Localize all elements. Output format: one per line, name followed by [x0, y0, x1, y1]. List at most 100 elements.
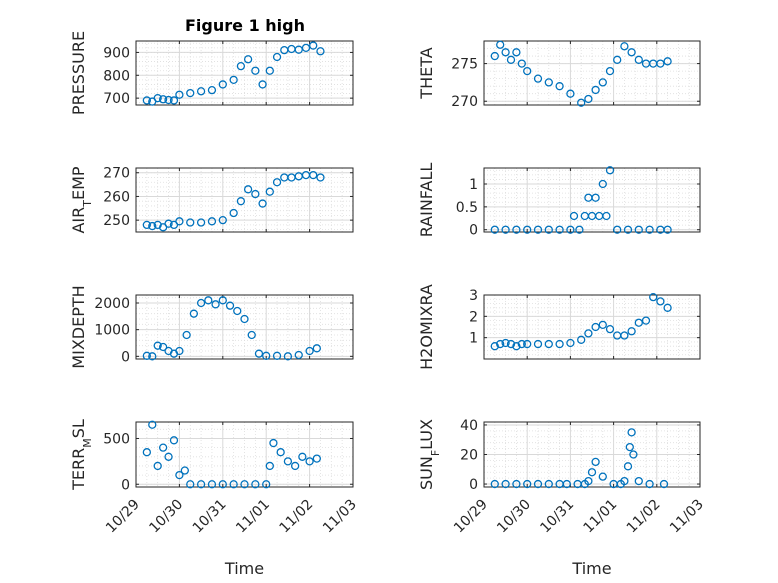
data-point	[153, 461, 162, 471]
data-point	[175, 470, 184, 480]
data-point	[142, 220, 152, 230]
data-point	[236, 197, 246, 206]
y-tick-label: 500	[103, 431, 130, 447]
data-point	[148, 221, 157, 231]
y-axis-label: PRESSURE	[69, 31, 88, 115]
data-point	[169, 96, 179, 105]
axes-box	[483, 40, 701, 106]
y-axis-label: AIRTEMP	[69, 166, 94, 233]
data-point	[641, 316, 651, 325]
y-tick-label: 260	[103, 189, 130, 205]
y-tick-label: 0	[469, 223, 478, 239]
figure-title: Figure 1 high	[185, 16, 305, 35]
y-tick-label: 3	[469, 288, 478, 304]
x-tick-label: 10/29	[103, 497, 143, 537]
data-point	[506, 339, 516, 349]
data-point	[629, 450, 638, 459]
data-point	[512, 225, 521, 234]
data-point	[148, 420, 157, 429]
data-point	[523, 225, 532, 234]
data-point	[276, 448, 285, 457]
data-point	[269, 438, 278, 448]
data-point	[625, 442, 634, 452]
data-point	[634, 318, 643, 327]
y-axis-label: MIXDEPTH	[69, 285, 88, 368]
axes-box	[483, 294, 701, 360]
data-point	[620, 331, 629, 340]
data-point	[663, 303, 672, 312]
data-point	[225, 301, 235, 310]
data-point	[544, 339, 553, 349]
y-axis-label: RAINFALL	[417, 163, 436, 238]
y-tick-label: 0	[469, 477, 478, 493]
data-point	[544, 479, 553, 489]
data-point	[316, 47, 325, 56]
data-point	[598, 78, 607, 87]
data-point	[204, 296, 213, 305]
data-point	[229, 208, 238, 218]
data-point	[258, 80, 267, 89]
data-point	[634, 476, 643, 486]
y-tick-label: 700	[103, 91, 130, 107]
axes-h2omixra: 1 2 3 H2OMIXRA	[417, 284, 701, 370]
axes-pressure: 700 800 900 PRESSURE	[69, 31, 354, 115]
data-point	[169, 436, 179, 445]
data-point	[243, 55, 253, 64]
data-point	[196, 87, 206, 96]
plot-area	[136, 295, 353, 359]
axes-box	[135, 421, 354, 488]
data-point	[243, 185, 253, 194]
data-point	[218, 296, 227, 305]
data-point	[512, 48, 521, 57]
data-point	[272, 178, 282, 187]
data-point	[555, 339, 564, 349]
data-point	[309, 170, 318, 180]
data-point	[189, 309, 199, 318]
data-point	[566, 338, 575, 348]
data-point	[265, 461, 274, 471]
data-point	[298, 452, 307, 461]
data-point	[605, 166, 615, 175]
data-point	[634, 225, 643, 234]
data-point	[158, 95, 168, 104]
data-point	[229, 480, 238, 489]
data-point	[627, 428, 636, 437]
x-tick-label: 10/31	[190, 497, 230, 537]
data-point	[272, 52, 282, 62]
data-point	[598, 179, 607, 189]
data-point	[186, 480, 195, 489]
y-axis-label: TERRMSL	[69, 419, 94, 491]
data-point	[182, 330, 191, 340]
data-point	[251, 66, 260, 75]
data-point	[512, 479, 521, 489]
data-point	[569, 211, 579, 221]
data-point	[620, 476, 629, 486]
data-point	[301, 43, 311, 53]
y-tick-label: 0	[121, 477, 130, 493]
data-point	[196, 218, 206, 227]
data-point	[258, 199, 267, 208]
x-tick-label: 10/30	[146, 497, 186, 537]
data-point	[164, 95, 173, 105]
data-point	[272, 351, 282, 360]
x-tick-label: 10/31	[537, 497, 577, 537]
data-point	[584, 94, 593, 104]
axes-box	[135, 167, 354, 233]
axes-sun-flux: 0 20 40 SUNFLUX 10/29 10/30 10/31 11/01 11/02 11/…	[417, 418, 707, 578]
data-point	[584, 329, 593, 338]
data-point	[490, 51, 499, 61]
y-tick-label: 270	[103, 166, 130, 182]
data-point	[517, 59, 526, 68]
data-point	[501, 225, 510, 234]
y-tick-label: 0	[121, 349, 130, 365]
y-axis-label: H2OMIXRA	[417, 284, 436, 370]
x-tick-label: 11/01	[581, 497, 621, 537]
y-tick-label: 20	[460, 448, 478, 464]
data-point	[533, 339, 543, 349]
data-point	[254, 349, 264, 358]
data-point	[262, 351, 271, 360]
data-point	[623, 462, 633, 471]
data-point	[613, 225, 622, 234]
data-point	[533, 479, 543, 489]
